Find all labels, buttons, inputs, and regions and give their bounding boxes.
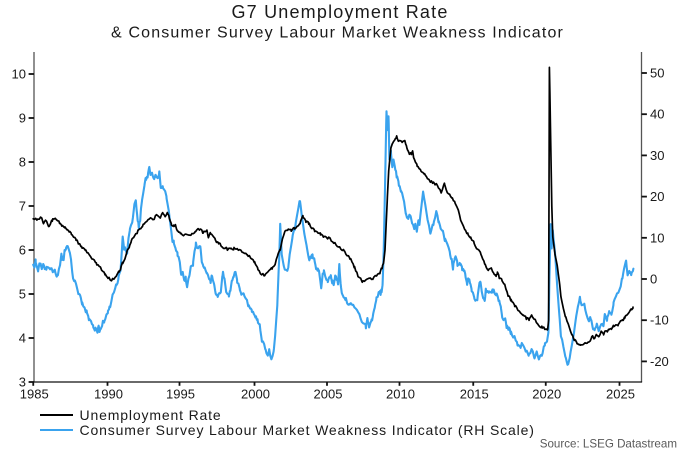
svg-text:Unemployment Rate: Unemployment Rate [80, 407, 222, 423]
svg-text:10: 10 [12, 67, 26, 82]
svg-text:8: 8 [19, 155, 26, 170]
svg-text:10: 10 [650, 230, 664, 245]
svg-text:Consumer Survey Labour Market: Consumer Survey Labour Market Weakness I… [80, 422, 535, 438]
svg-text:30: 30 [650, 148, 664, 163]
svg-text:6: 6 [19, 243, 26, 258]
svg-text:9: 9 [19, 111, 26, 126]
svg-text:2020: 2020 [532, 387, 561, 402]
svg-text:Source: LSEG Datastream: Source: LSEG Datastream [540, 438, 677, 451]
svg-text:4: 4 [19, 331, 26, 346]
svg-text:2005: 2005 [314, 387, 343, 402]
svg-text:1990: 1990 [94, 387, 123, 402]
svg-text:G7 Unemployment Rate: G7 Unemployment Rate [231, 2, 448, 22]
svg-text:7: 7 [19, 199, 26, 214]
svg-text:20: 20 [650, 189, 664, 204]
svg-text:0: 0 [650, 272, 657, 287]
svg-text:& Consumer Survey Labour Marke: & Consumer Survey Labour Market Weakness… [111, 24, 564, 41]
svg-text:3: 3 [19, 375, 26, 390]
svg-text:-20: -20 [650, 354, 669, 369]
svg-text:-10: -10 [650, 313, 669, 328]
svg-text:2015: 2015 [460, 387, 489, 402]
svg-text:1995: 1995 [166, 387, 195, 402]
svg-text:5: 5 [19, 287, 26, 302]
svg-text:1985: 1985 [20, 387, 49, 402]
svg-text:2010: 2010 [386, 387, 415, 402]
svg-text:2000: 2000 [241, 387, 270, 402]
svg-text:2025: 2025 [606, 387, 635, 402]
svg-text:50: 50 [650, 66, 664, 81]
svg-text:40: 40 [650, 107, 664, 122]
